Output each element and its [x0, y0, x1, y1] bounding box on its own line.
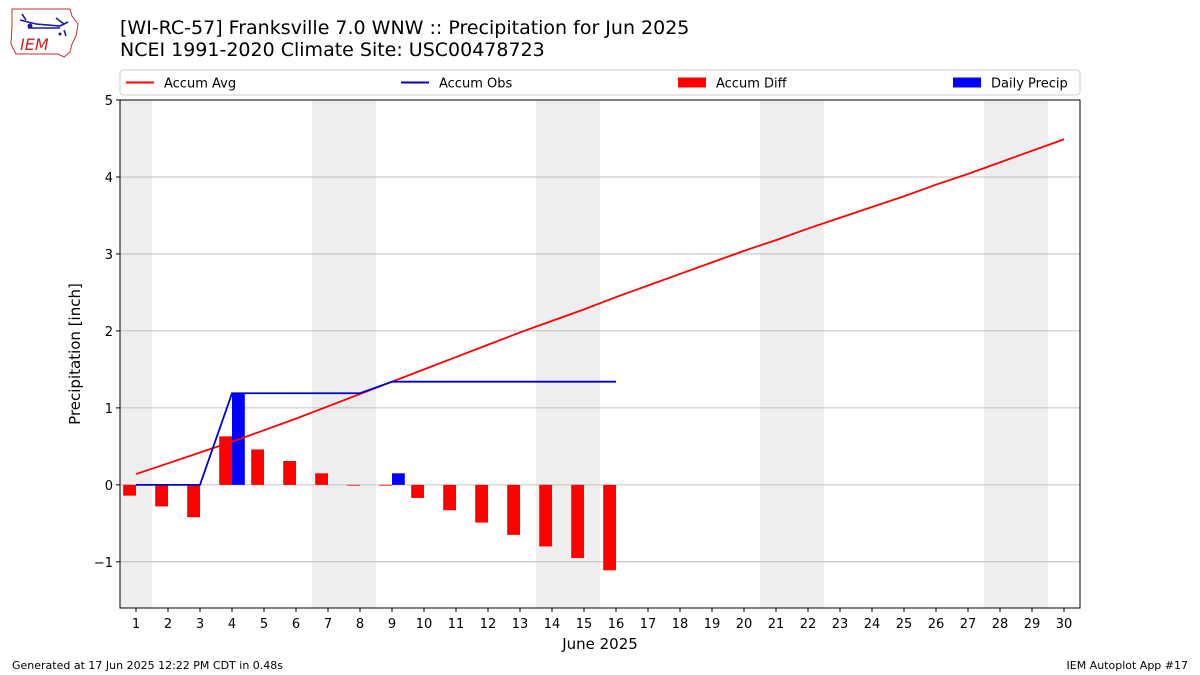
x-tick-label-25: 25 — [896, 617, 913, 632]
accum-diff-bar-10 — [411, 484, 424, 498]
weekend-band-1 — [312, 100, 376, 608]
x-tick-label-18: 18 — [672, 617, 689, 632]
legend-label-accum-diff: Accum Diff — [716, 77, 788, 92]
accum-diff-bar-1 — [123, 484, 136, 496]
accum-diff-bar-13 — [507, 484, 520, 535]
accum-diff-bar-4 — [219, 436, 232, 485]
x-tick-label-22: 22 — [800, 617, 817, 632]
x-tick-label-12: 12 — [480, 617, 497, 632]
x-tick-label-6: 6 — [292, 617, 300, 632]
title-line-2: NCEI 1991-2020 Climate Site: USC00478723 — [120, 39, 545, 61]
accum-diff-bar-5 — [251, 449, 264, 485]
x-tick-label-23: 23 — [832, 617, 849, 632]
x-tick-label-27: 27 — [960, 617, 977, 632]
legend-box — [119, 69, 1081, 96]
x-tick-label-13: 13 — [512, 617, 529, 632]
chart-title: [WI-RC-57] Franksville 7.0 WNW :: Precip… — [120, 17, 689, 61]
x-tick-label-1: 1 — [132, 617, 140, 632]
y-tick-label-5: 5 — [105, 94, 113, 109]
legend-swatch-accum-diff — [678, 77, 706, 88]
x-tick-label-5: 5 — [260, 617, 268, 632]
weekend-band-0 — [120, 100, 152, 608]
weather-symbols-icon — [19, 13, 69, 37]
y-tick-label-0: 0 — [105, 479, 113, 494]
accum-diff-bar-11 — [443, 484, 456, 511]
accum-diff-bar-6 — [283, 460, 296, 485]
accum-diff-bar-2 — [155, 484, 168, 507]
legend-label-accum-avg: Accum Avg — [164, 77, 236, 92]
accum-diff-bar-12 — [475, 484, 488, 523]
y-tick-label-1: 1 — [105, 402, 113, 417]
plot-frame — [119, 99, 1081, 609]
x-tick-label-20: 20 — [736, 617, 753, 632]
x-tick-label-26: 26 — [928, 617, 945, 632]
x-tick-label-29: 29 — [1024, 617, 1041, 632]
x-tick-label-14: 14 — [544, 617, 561, 632]
autoplot-app-label: IEM Autoplot App #17 — [1066, 659, 1189, 672]
x-tick-label-15: 15 — [576, 617, 593, 632]
x-tick-label-10: 10 — [416, 617, 433, 632]
y-axis-label: Precipitation [inch] — [66, 283, 84, 425]
legend-label-daily-precip: Daily Precip — [991, 77, 1068, 92]
x-axis-label: June 2025 — [561, 635, 638, 653]
x-tick-label-2: 2 — [164, 617, 172, 632]
x-tick-label-17: 17 — [640, 617, 657, 632]
generated-timestamp: Generated at 17 Jun 2025 12:22 PM CDT in… — [12, 659, 284, 672]
title-line-1: [WI-RC-57] Franksville 7.0 WNW :: Precip… — [120, 17, 690, 39]
accum-obs-line — [136, 380, 616, 486]
x-tick-label-30: 30 — [1056, 617, 1073, 632]
x-tick-label-28: 28 — [992, 617, 1009, 632]
accum-diff-bar-7 — [315, 473, 328, 485]
logo-text: IEM — [20, 35, 49, 54]
accum-avg-line — [135, 138, 1065, 475]
accum-diff-bar-16 — [603, 484, 616, 571]
x-tick-label-4: 4 — [228, 617, 236, 632]
x-tick-label-19: 19 — [704, 617, 721, 632]
legend-swatch-daily-precip — [953, 77, 981, 88]
y-tick-label-2: 2 — [105, 325, 113, 340]
y-tick-label--1: −1 — [94, 556, 113, 571]
y-tick-label-3: 3 — [105, 248, 113, 263]
weekend-band-4 — [984, 100, 1048, 608]
y-tick-label-4: 4 — [105, 171, 113, 186]
x-tick-label-16: 16 — [608, 617, 625, 632]
legend-label-accum-obs: Accum Obs — [439, 77, 512, 92]
x-tick-label-11: 11 — [448, 617, 465, 632]
x-tick-label-9: 9 — [388, 617, 396, 632]
iem-logo: IEM — [10, 8, 79, 58]
weekend-band-3 — [760, 100, 824, 608]
accum-diff-bar-9 — [379, 484, 392, 486]
x-tick-label-8: 8 — [356, 617, 364, 632]
x-tick-label-24: 24 — [864, 617, 881, 632]
iowa-outline-icon — [10, 8, 79, 58]
x-tick-label-7: 7 — [324, 617, 332, 632]
accum-diff-bar-8 — [347, 484, 360, 486]
daily-precip-bar-9 — [392, 473, 405, 485]
x-tick-label-21: 21 — [768, 617, 785, 632]
accum-diff-bar-15 — [571, 484, 584, 558]
accum-diff-bar-3 — [187, 484, 200, 518]
x-tick-label-3: 3 — [196, 617, 204, 632]
accum-diff-bar-14 — [539, 484, 552, 547]
